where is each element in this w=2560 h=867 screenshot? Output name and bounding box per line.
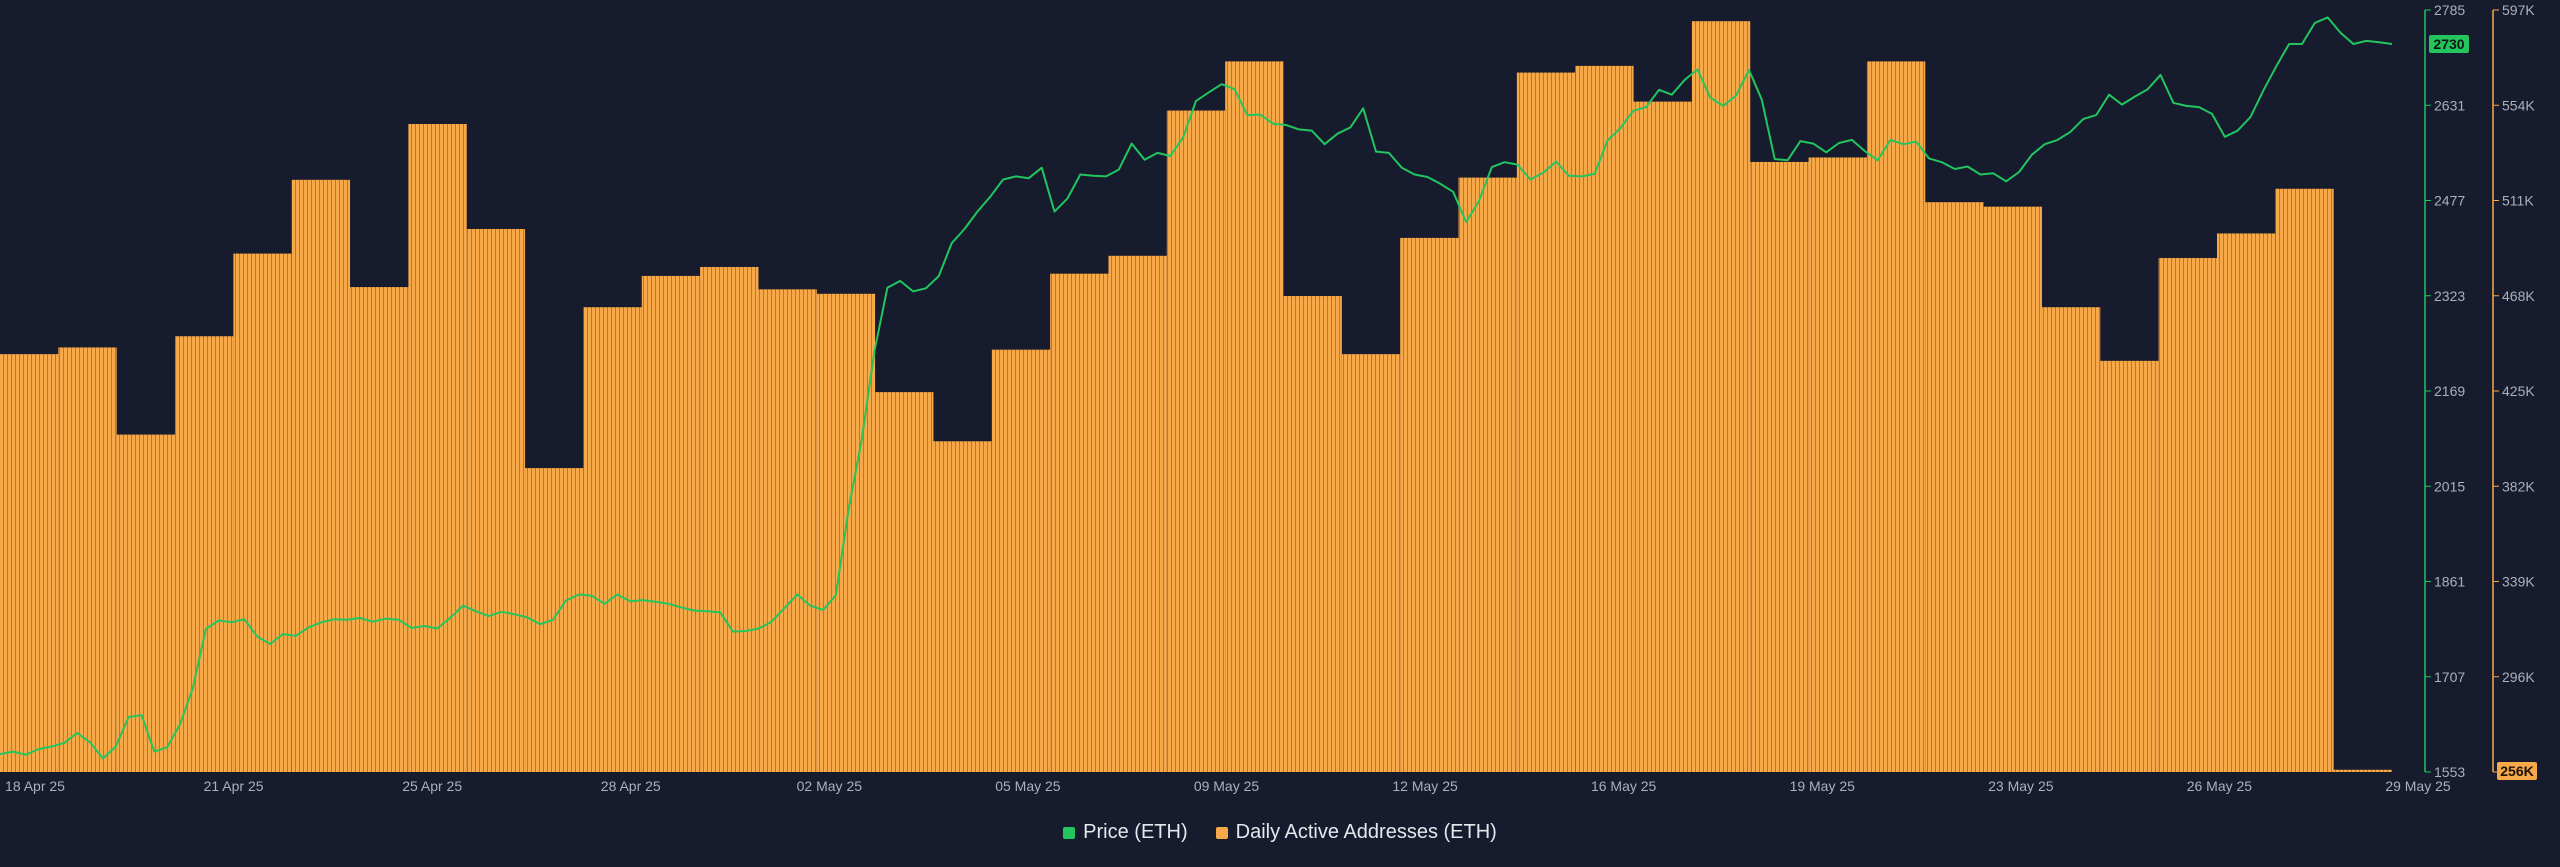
current-price-value: 2730 [2433, 36, 2464, 52]
price-tick-label: 1553 [2434, 764, 2465, 780]
x-tick-label: 25 Apr 25 [402, 778, 462, 794]
x-tick-label: 12 May 25 [1392, 778, 1458, 794]
address-bar[interactable] [2100, 360, 2159, 772]
address-tick-label: 511K [2502, 193, 2534, 209]
address-bar[interactable] [525, 468, 584, 772]
address-tick-label: 382K [2502, 478, 2535, 494]
legend-label-price: Price (ETH) [1083, 821, 1188, 843]
x-axis: 18 Apr 25 21 Apr 25 25 Apr 25 28 Apr 25 02 M… [5, 778, 2451, 794]
x-tick-label: 02 May 25 [797, 778, 863, 794]
x-tick-label: 16 May 25 [1591, 778, 1657, 794]
current-price-badge [2429, 35, 2469, 54]
address-tick-label: 296K [2502, 669, 2535, 685]
address-bar[interactable] [2041, 307, 2101, 772]
address-bar[interactable] [1691, 21, 1751, 773]
bars-layer [0, 21, 2392, 773]
address-bar[interactable] [1866, 61, 1926, 772]
x-tick-label: 09 May 25 [1194, 778, 1260, 794]
x-tick-label: 26 May 25 [2187, 778, 2253, 794]
address-bar[interactable] [1516, 72, 1576, 772]
address-bar[interactable] [1283, 296, 1342, 772]
x-tick-label: 21 Apr 25 [204, 778, 264, 794]
address-tick-label: 554K [2502, 97, 2535, 113]
price-tick-label: 2477 [2434, 193, 2465, 209]
address-tick-label: 468K [2502, 288, 2535, 304]
price-tick-label: 2015 [2434, 478, 2465, 494]
price-tick-label: 2169 [2434, 383, 2465, 399]
address-bar[interactable] [1108, 255, 1167, 772]
x-tick-label: 29 May 25 [2385, 778, 2451, 794]
address-bar[interactable] [1341, 354, 1401, 772]
address-tick-label: 425K [2502, 383, 2535, 399]
legend-swatch-addresses [1215, 826, 1228, 839]
x-tick-label: 28 Apr 25 [601, 778, 661, 794]
address-bar[interactable] [233, 253, 292, 772]
address-bar[interactable] [116, 434, 176, 772]
current-addresses-value: 256K [2500, 763, 2533, 779]
price-tick-label: 1861 [2434, 574, 2465, 590]
address-bar[interactable] [583, 307, 642, 772]
address-bar[interactable] [2158, 258, 2217, 772]
legend: Price (ETH) Daily Active Addresses (ETH) [0, 821, 2560, 844]
address-bar[interactable] [758, 289, 817, 772]
address-bar[interactable] [1050, 273, 1109, 772]
legend-label-addresses: Daily Active Addresses (ETH) [1235, 821, 1497, 843]
address-bar[interactable] [933, 441, 992, 772]
address-bar[interactable] [1808, 157, 1867, 773]
combo-chart: 2785 2631 2477 2323 2169 2015 1861 1707 1553 597K… [0, 2, 2537, 794]
address-bar[interactable] [175, 336, 234, 772]
price-tick-label: 2785 [2434, 2, 2465, 18]
address-bar[interactable] [408, 123, 467, 772]
price-line[interactable] [0, 16, 2393, 760]
address-bar[interactable] [700, 266, 759, 772]
address-bar[interactable] [0, 354, 59, 772]
address-bar[interactable] [1575, 65, 1634, 773]
address-bar[interactable] [2333, 769, 2392, 772]
legend-item-addresses[interactable]: Daily Active Addresses (ETH) [1215, 821, 1497, 844]
axes-layer: 2785 2631 2477 2323 2169 2015 1861 1707 1553 597K… [2424, 2, 2537, 780]
x-tick-label: 19 May 25 [1790, 778, 1856, 794]
address-bar[interactable] [291, 179, 351, 772]
address-tick-label: 597K [2502, 2, 2535, 18]
address-bar[interactable] [350, 287, 409, 772]
address-bar[interactable] [1633, 101, 1692, 773]
address-bar[interactable] [1458, 177, 1517, 773]
x-tick-label: 18 Apr 25 [5, 778, 65, 794]
price-tick-label: 2323 [2434, 288, 2465, 304]
x-tick-label: 23 May 25 [1988, 778, 2054, 794]
price-tick-label: 1707 [2434, 669, 2465, 685]
price-tick-label: 2631 [2434, 97, 2465, 113]
address-bar[interactable] [2216, 233, 2276, 772]
legend-swatch-price [1063, 826, 1076, 839]
address-bar[interactable] [641, 275, 701, 772]
address-bar[interactable] [2275, 188, 2334, 772]
address-tick-label: 339K [2502, 574, 2535, 590]
address-bar[interactable] [1750, 161, 1809, 772]
address-bar[interactable] [1225, 61, 1284, 772]
address-bar[interactable] [1166, 110, 1226, 772]
price-line-layer [0, 16, 2393, 760]
x-tick-label: 05 May 25 [995, 778, 1061, 794]
address-bar[interactable] [58, 347, 117, 772]
address-bar[interactable] [466, 228, 526, 773]
address-bar[interactable] [991, 349, 1051, 772]
address-bar[interactable] [1983, 206, 2042, 772]
address-bar[interactable] [875, 392, 934, 772]
legend-item-price[interactable]: Price (ETH) [1063, 821, 1188, 844]
address-bar[interactable] [1400, 237, 1459, 772]
address-bar[interactable] [1925, 202, 1984, 772]
current-addresses-badge [2497, 762, 2537, 780]
